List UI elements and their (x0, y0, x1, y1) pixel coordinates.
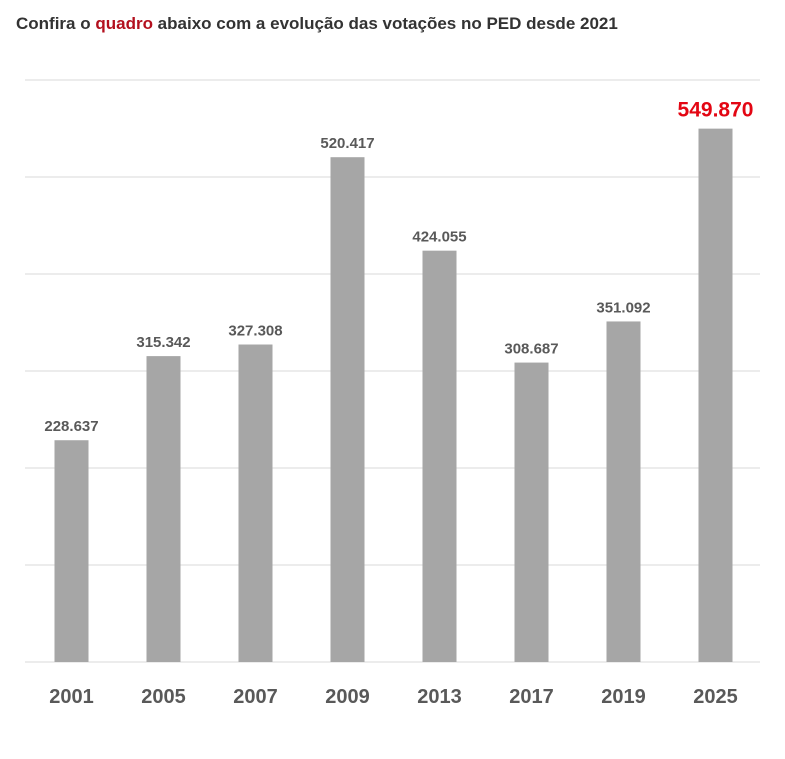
value-label-2001: 228.637 (44, 418, 98, 435)
headline: Confira o quadro abaixo com a evolução d… (16, 14, 618, 34)
x-tick-label-2007: 2007 (233, 686, 278, 708)
x-tick-label-2001: 2001 (49, 686, 94, 708)
value-label-2005: 315.342 (136, 334, 190, 351)
value-label-2019: 351.092 (596, 299, 650, 316)
value-label-2013: 424.055 (412, 229, 466, 246)
bar-2013 (422, 250, 457, 662)
value-label-2009: 520.417 (320, 135, 374, 152)
x-tick-label-2025: 2025 (693, 686, 738, 708)
value-label-2007: 327.308 (228, 323, 282, 340)
bar-2017 (514, 362, 549, 662)
headline-link-quadro[interactable]: quadro (95, 14, 153, 33)
value-label-2017: 308.687 (504, 341, 558, 358)
headline-text-before: Confira o (16, 14, 96, 33)
x-tick-label-2005: 2005 (141, 686, 186, 708)
value-label-2025: 549.870 (678, 99, 754, 122)
bar-2009 (330, 157, 365, 663)
bar-2007 (238, 344, 273, 662)
x-tick-label-2013: 2013 (417, 686, 462, 708)
bar-2005 (146, 356, 181, 662)
x-tick-label-2019: 2019 (601, 686, 646, 708)
bar-2025 (698, 128, 733, 662)
bar-2019 (606, 321, 641, 662)
bar-2001 (54, 440, 89, 662)
headline-text-after: abaixo com a evolução das votações no PE… (152, 14, 618, 33)
x-tick-label-2009: 2009 (325, 686, 370, 708)
x-tick-label-2017: 2017 (509, 686, 554, 708)
